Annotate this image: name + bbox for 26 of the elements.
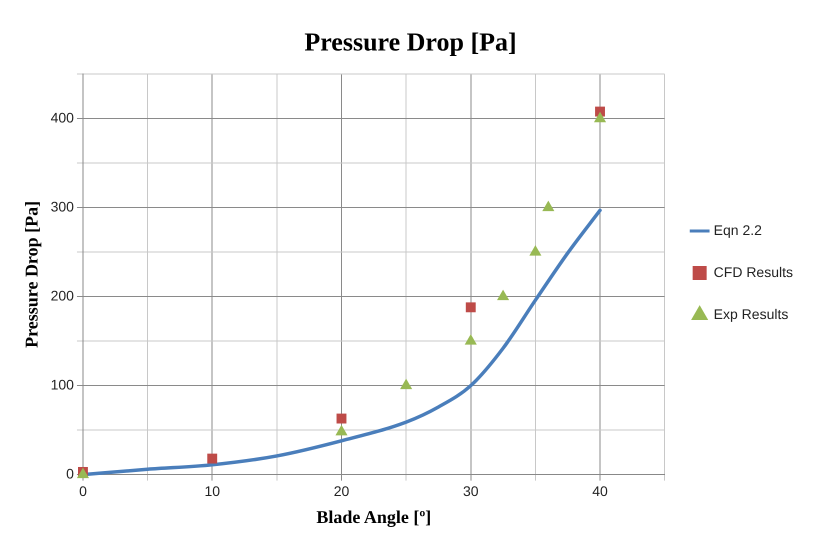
legend-label: Eqn 2.2 <box>714 222 762 238</box>
x-axis-title: Blade Angle [º] <box>316 506 432 527</box>
y-tick-label: 400 <box>50 110 74 126</box>
point <box>497 290 510 300</box>
point <box>400 378 412 390</box>
x-tick-label: 10 <box>204 482 220 499</box>
x-tick-label: 0 <box>79 482 88 499</box>
y-axis-title: Pressure Drop [Pa] <box>21 200 42 348</box>
point <box>335 424 348 436</box>
y-tick-label: 0 <box>66 465 74 482</box>
point <box>529 245 542 256</box>
point <box>207 454 218 464</box>
point <box>542 200 554 212</box>
y-tick-label: 100 <box>50 376 74 392</box>
point <box>464 334 477 345</box>
chart-title: Pressure Drop [Pa] <box>304 27 517 56</box>
y-tick-label: 300 <box>50 198 74 215</box>
x-tick-label: 40 <box>592 482 608 499</box>
x-tick-label: 20 <box>334 482 350 499</box>
x-tick-label: 30 <box>462 482 479 499</box>
legend-label: CFD Results <box>714 264 794 280</box>
legend-label: Exp Results <box>714 306 788 322</box>
point <box>336 414 346 424</box>
y-tick-label: 200 <box>50 288 74 304</box>
point <box>466 302 476 312</box>
point <box>594 112 606 122</box>
